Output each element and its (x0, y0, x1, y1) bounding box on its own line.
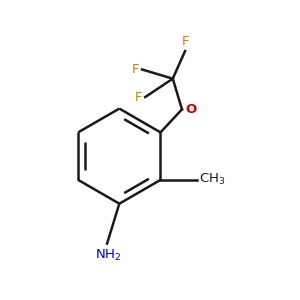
Text: F: F (132, 63, 140, 76)
Text: F: F (135, 91, 143, 103)
Text: F: F (181, 35, 189, 48)
Text: NH$_2$: NH$_2$ (95, 248, 122, 263)
Text: O: O (186, 103, 197, 116)
Text: CH$_3$: CH$_3$ (199, 172, 225, 188)
